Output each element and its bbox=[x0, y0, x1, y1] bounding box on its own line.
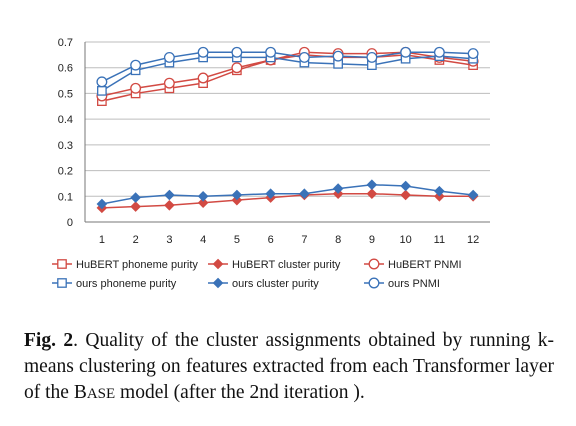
gridlines bbox=[85, 41, 490, 197]
data-point bbox=[96, 76, 108, 88]
data-point bbox=[332, 50, 344, 62]
data-point bbox=[366, 188, 378, 200]
axes bbox=[84, 42, 490, 223]
data-point bbox=[467, 189, 479, 201]
legend-marker bbox=[368, 277, 380, 289]
data-point bbox=[299, 188, 310, 200]
data-point bbox=[130, 192, 141, 203]
series-line bbox=[101, 51, 474, 83]
y-tick-label: 0.2 bbox=[58, 166, 73, 178]
data-point bbox=[332, 183, 344, 194]
x-tick-label: 9 bbox=[369, 234, 375, 246]
x-tick-label: 1 bbox=[99, 234, 105, 246]
data-point bbox=[400, 180, 411, 192]
caption-label: Fig. 2 bbox=[24, 330, 74, 351]
series-3 bbox=[97, 51, 478, 96]
figure-caption: Fig. 2. Quality of the cluster assignmen… bbox=[24, 328, 554, 407]
caption-base-smallcaps: ASE bbox=[86, 386, 116, 402]
series-group bbox=[96, 46, 479, 214]
x-tick-label: 11 bbox=[434, 234, 445, 246]
x-tick-label: 7 bbox=[301, 234, 307, 246]
data-point bbox=[97, 86, 107, 96]
data-point bbox=[298, 51, 310, 63]
data-point bbox=[433, 46, 445, 58]
x-tick-label: 12 bbox=[467, 234, 479, 246]
legend-label: ours PNMI bbox=[388, 278, 440, 290]
legend-item-1: HuBERT cluster purity bbox=[208, 258, 341, 271]
data-point bbox=[163, 51, 175, 63]
data-point bbox=[366, 179, 378, 191]
x-tick-label: 4 bbox=[200, 234, 206, 246]
series-line bbox=[101, 192, 474, 209]
legend-label: ours cluster purity bbox=[232, 278, 319, 290]
legend-marker bbox=[212, 277, 224, 289]
data-point bbox=[197, 190, 209, 202]
data-point bbox=[130, 82, 142, 94]
line-chart: 00.10.20.30.40.50.60.7 1 2 3 4 5 6 7 8 9 10 11 12 H… bbox=[52, 37, 490, 290]
data-point bbox=[163, 77, 175, 89]
data-point bbox=[130, 201, 141, 212]
data-point bbox=[197, 46, 209, 58]
y-tick-labels: 0 0.1 0.2 0.3 0.4 0.5 0.6 0.7 bbox=[58, 37, 73, 229]
data-point bbox=[164, 189, 175, 201]
data-point bbox=[366, 51, 378, 63]
series-line bbox=[101, 51, 474, 97]
data-point bbox=[434, 185, 445, 197]
series-1 bbox=[96, 188, 479, 214]
legend-item-5: ours PNMI bbox=[364, 277, 440, 290]
legend: HuBERT phoneme purity HuBERT cluster puri… bbox=[52, 258, 462, 290]
data-point bbox=[231, 46, 243, 58]
x-tick-label: 5 bbox=[234, 234, 240, 246]
y-tick-label: 0.5 bbox=[58, 88, 73, 100]
legend-label: ours phoneme purity bbox=[76, 278, 177, 290]
x-tick-label: 3 bbox=[166, 234, 172, 246]
caption-text-before: . Quality of the cluster assignments obt… bbox=[24, 330, 554, 403]
data-point bbox=[197, 72, 209, 84]
legend-label: HuBERT phoneme purity bbox=[76, 259, 198, 271]
legend-marker bbox=[368, 258, 380, 270]
y-tick-label: 0.3 bbox=[58, 140, 73, 152]
data-point bbox=[265, 188, 276, 200]
data-point bbox=[96, 198, 108, 210]
series-line bbox=[101, 183, 474, 205]
x-tick-label: 8 bbox=[335, 234, 341, 246]
legend-label: HuBERT PNMI bbox=[388, 259, 462, 271]
data-point bbox=[231, 189, 243, 201]
legend-marker bbox=[57, 278, 67, 288]
y-tick-label: 0 bbox=[67, 217, 73, 229]
series-4 bbox=[96, 179, 479, 210]
y-tick-label: 0.7 bbox=[58, 37, 73, 49]
legend-marker bbox=[212, 258, 224, 270]
series-line bbox=[101, 54, 474, 102]
y-tick-label: 0.6 bbox=[58, 63, 73, 75]
data-point bbox=[231, 62, 243, 74]
data-point bbox=[400, 189, 411, 201]
data-point bbox=[130, 59, 142, 71]
data-point bbox=[467, 48, 479, 60]
legend-item-0: HuBERT phoneme purity bbox=[52, 259, 198, 271]
series-0 bbox=[97, 50, 478, 106]
data-point bbox=[400, 46, 412, 58]
x-tick-label: 10 bbox=[400, 234, 412, 246]
caption-text-after: model (after the 2nd iteration ). bbox=[115, 382, 365, 403]
legend-item-4: ours cluster purity bbox=[208, 277, 319, 290]
series-line bbox=[101, 55, 474, 92]
data-point bbox=[164, 199, 175, 211]
series-5 bbox=[96, 46, 479, 88]
y-tick-label: 0.4 bbox=[58, 114, 73, 126]
x-tick-label: 2 bbox=[133, 234, 139, 246]
x-tick-label: 6 bbox=[268, 234, 274, 246]
legend-marker bbox=[57, 259, 67, 269]
x-tick-labels: 1 2 3 4 5 6 7 8 9 10 11 12 bbox=[99, 234, 479, 246]
y-tick-label: 0.1 bbox=[58, 191, 73, 203]
legend-label: HuBERT cluster purity bbox=[232, 259, 341, 271]
legend-item-2: HuBERT PNMI bbox=[364, 258, 462, 271]
data-point bbox=[197, 197, 209, 209]
data-point bbox=[265, 46, 277, 58]
legend-item-3: ours phoneme purity bbox=[52, 278, 177, 290]
